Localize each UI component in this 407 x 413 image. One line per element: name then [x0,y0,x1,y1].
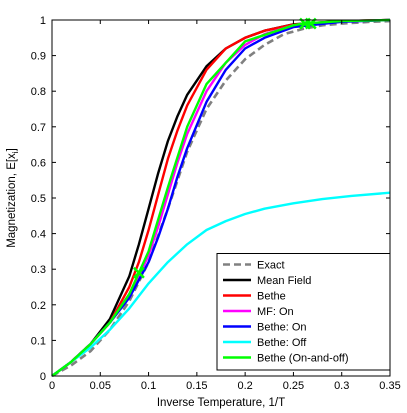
x-tick-label: 0.1 [141,380,156,392]
legend-label: Bethe (On-and-off) [257,353,349,365]
y-tick-label: 0.7 [31,122,46,134]
y-axis-title-subscript: i [11,151,20,153]
y-axis: 0 0.1 0.2 0.3 0.4 0.5 0.6 0.7 0.8 0.9 1 [31,15,390,383]
legend-label: Bethe: On [257,322,307,334]
y-tick-label: 0.4 [31,229,46,241]
y-tick-label: 0.9 [31,51,46,63]
x-tick-label: 0.3 [334,380,349,392]
y-axis-title-suffix: ] [6,148,18,151]
y-axis-title-main: Magnetization, E[x [6,153,18,248]
x-tick-label: 0.2 [237,380,252,392]
y-tick-label: 0 [40,371,46,383]
x-tick-label: 0 [49,380,55,392]
series-line-7 [51,18,391,377]
series-line-6 [51,191,391,377]
y-tick-label: 0.5 [31,193,46,205]
x-tick-label: 0.15 [186,380,207,392]
x-tick-label: 0.25 [283,380,304,392]
y-tick-label: 0.1 [31,335,46,347]
x-axis: 0 0.05 0.1 0.15 0.2 0.25 0.3 0.35 [49,20,401,392]
x-tick-label: 0.35 [379,380,400,392]
x-tick-label: 0.05 [90,380,111,392]
legend-label: Exact [257,260,285,272]
y-tick-label: 0.2 [31,300,46,312]
x-axis-title: Inverse Temperature, 1/T [157,397,285,409]
legend-label: Bethe: Off [257,337,307,349]
y-tick-label: 0.6 [31,157,46,169]
y-tick-label: 0.8 [31,86,46,98]
y-axis-title: Magnetization, E[xi] [6,148,20,248]
legend: Exact Mean Field Bethe MF: On Bethe: On Bethe… [216,253,391,371]
y-tick-label: 0.3 [31,264,46,276]
series-group [51,18,391,378]
cross-marker [133,266,145,279]
legend-label: Mean Field [257,275,311,287]
y-tick-label: 1 [40,15,46,27]
legend-label: Bethe [257,291,286,303]
marker-group [133,17,317,279]
legend-label: MF: On [257,306,294,318]
